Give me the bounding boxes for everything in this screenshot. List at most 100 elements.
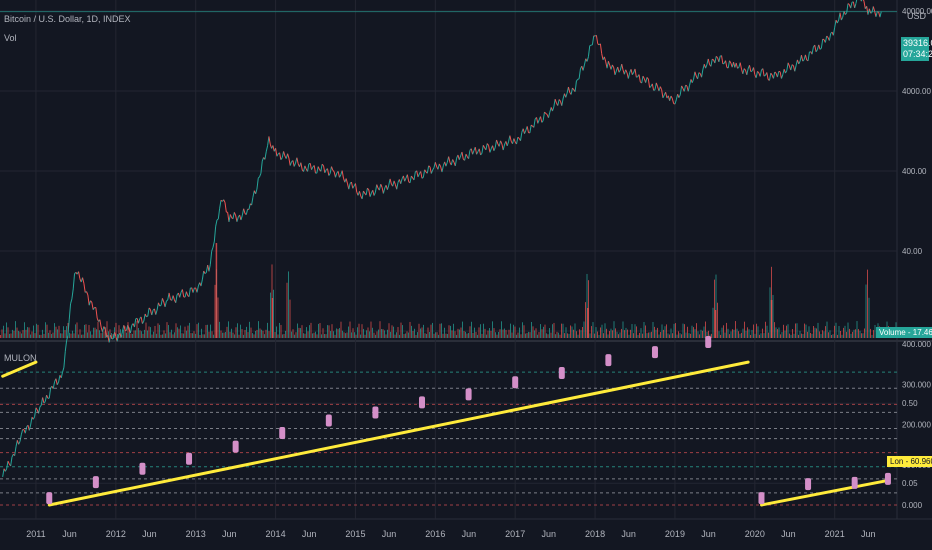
indicator-marker <box>805 478 812 491</box>
volume-bar <box>613 321 615 338</box>
volume-bar <box>790 334 792 338</box>
volume-bar <box>244 329 246 338</box>
volume-bar <box>625 327 627 338</box>
volume-bar <box>400 322 402 338</box>
volume-bar <box>58 325 60 338</box>
volume-bar <box>87 332 88 338</box>
indicator-axis-tick-label: 300.000 <box>902 380 931 389</box>
price-candle <box>727 60 731 69</box>
price-candle <box>630 69 633 75</box>
volume-bar <box>780 334 781 338</box>
price-candle <box>879 11 882 18</box>
volume-bar <box>856 321 858 338</box>
volume-bar <box>252 333 253 338</box>
volume-bar <box>57 329 58 338</box>
price-candle <box>441 165 444 173</box>
price-candle <box>287 153 290 159</box>
volume-bar <box>489 328 490 338</box>
price-candle <box>114 332 117 337</box>
volume-bar <box>24 322 25 338</box>
lower-pane-value-badge: Lon - 60.960 <box>887 456 932 467</box>
volume-bar <box>796 323 798 338</box>
price-candle <box>229 214 233 218</box>
price-candle <box>718 55 721 62</box>
volume-bar <box>448 325 450 338</box>
volume-bar <box>850 333 852 338</box>
volume-bar <box>480 324 481 338</box>
price-candle <box>522 128 525 134</box>
volume-bar <box>610 328 612 338</box>
volume-bar <box>132 333 133 338</box>
price-candle <box>63 351 66 368</box>
volume-bar <box>505 329 507 338</box>
volume-bar <box>240 324 241 338</box>
volume-bar <box>28 327 30 338</box>
price-candle <box>757 71 760 74</box>
symbol-title: Bitcoin / U.S. Dollar, 1D, INDEX <box>4 14 131 24</box>
volume-bar <box>106 321 108 338</box>
price-candle <box>780 74 784 79</box>
volume-bar <box>78 334 79 338</box>
volume-bar <box>436 332 438 338</box>
price-candle <box>701 69 704 78</box>
price-candle <box>372 190 375 196</box>
volume-bar <box>199 334 201 338</box>
price-candle <box>452 159 455 163</box>
volume-bar <box>762 328 763 338</box>
volume-bar <box>874 324 876 338</box>
volume-bar <box>679 333 681 338</box>
volume-bar <box>658 334 660 338</box>
volume-bar <box>85 324 87 338</box>
volume-bar <box>417 332 418 338</box>
volume-bar <box>541 329 543 338</box>
volume-bar <box>832 334 834 338</box>
price-candle <box>358 191 362 197</box>
price-candle <box>498 140 502 147</box>
volume-bar <box>547 334 549 338</box>
price-candle <box>28 424 32 431</box>
volume-bar <box>657 327 658 338</box>
volume-bar <box>349 321 351 338</box>
currency-label: USD <box>907 11 927 21</box>
time-axis-tick-label: 2016 <box>425 529 445 539</box>
price-candle <box>58 375 61 383</box>
volume-bar <box>402 325 403 338</box>
price-candle <box>87 294 90 306</box>
price-candle <box>779 71 782 79</box>
volume-bar <box>865 284 867 338</box>
volume-bar <box>642 333 643 338</box>
indicator-marker <box>419 396 426 409</box>
indicator-marker <box>884 472 891 485</box>
price-series <box>0 0 897 477</box>
volume-bar <box>294 334 295 338</box>
volume-bar <box>631 324 633 338</box>
price-candle <box>67 319 70 336</box>
volume-bar <box>181 333 183 338</box>
volume-bar <box>501 321 502 338</box>
indicator-marker <box>851 476 858 489</box>
volume-bar <box>324 333 325 338</box>
price-candle <box>380 184 383 188</box>
price-candle <box>448 156 451 163</box>
volume-bar <box>754 333 756 338</box>
price-candle <box>614 70 617 76</box>
time-axis-tick-label: Jun <box>62 529 77 539</box>
price-candle <box>56 381 60 386</box>
volume-bar <box>612 330 613 338</box>
price-candle <box>120 331 123 338</box>
volume-bar <box>406 331 408 338</box>
volume-bar <box>862 333 864 338</box>
volume-bar <box>531 321 532 338</box>
time-axis-tick-label: 2017 <box>505 529 525 539</box>
price-candle <box>595 35 599 44</box>
volume-bar <box>129 327 130 338</box>
volume-bar <box>84 324 85 338</box>
price-candle <box>870 12 873 14</box>
volume-bar <box>361 324 363 338</box>
price-candle <box>10 456 13 467</box>
volume-bar <box>399 334 400 338</box>
price-candle <box>233 212 237 216</box>
volume-bar <box>231 328 232 338</box>
price-candle <box>752 67 756 75</box>
